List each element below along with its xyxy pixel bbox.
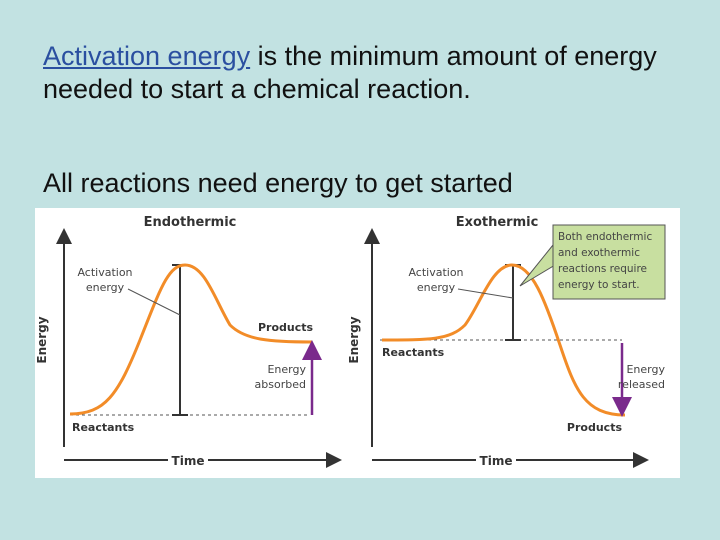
exo-reactants-label: Reactants [382, 346, 445, 359]
endo-reactants-label: Reactants [72, 421, 135, 434]
callout-line-1: Both endothermic [558, 231, 652, 243]
endo-energy-label-2: absorbed [255, 378, 306, 391]
endo-activation-leader [127, 288, 181, 316]
endo-activation-label-1: Activation [77, 266, 132, 279]
exo-activation-label-1: Activation [408, 266, 463, 279]
endo-x-label: Time [172, 454, 205, 468]
exothermic-diagram: Energy Time Exothermic Activation energy… [347, 215, 666, 468]
subheading: All reactions need energy to get started [43, 168, 513, 198]
callout-box: Both endothermic and exothermic reaction… [519, 224, 666, 300]
exo-activation-label-2: energy [417, 281, 456, 294]
endo-energy-curve [69, 263, 313, 416]
callout-line-2: and exothermic [558, 247, 640, 259]
definition-body: is the minimum amount of energy needed t… [43, 41, 657, 104]
endo-products-label: Products [258, 321, 314, 334]
exo-activation-leader [457, 288, 514, 299]
endo-title: Endothermic [144, 215, 237, 230]
exo-energy-label-1: Energy [626, 363, 665, 376]
endo-y-label: Energy [35, 316, 49, 363]
exo-energy-curve [381, 263, 626, 417]
exo-y-label: Energy [347, 316, 361, 363]
callout-line-4: energy to start. [558, 279, 640, 291]
exo-energy-label-2: released [618, 378, 665, 391]
activation-energy-term[interactable]: Activation energy [43, 41, 251, 71]
endo-energy-label-1: Energy [267, 363, 306, 376]
callout-line-3: reactions require [558, 263, 647, 275]
exo-title: Exothermic [456, 215, 539, 230]
exo-x-label: Time [480, 454, 513, 468]
endothermic-diagram: Energy Time Endothermic Activation energ… [35, 215, 342, 468]
exo-products-label: Products [567, 421, 623, 434]
endo-activation-label-2: energy [86, 281, 125, 294]
definition-text: Activation energy is the minimum amount … [43, 40, 693, 106]
